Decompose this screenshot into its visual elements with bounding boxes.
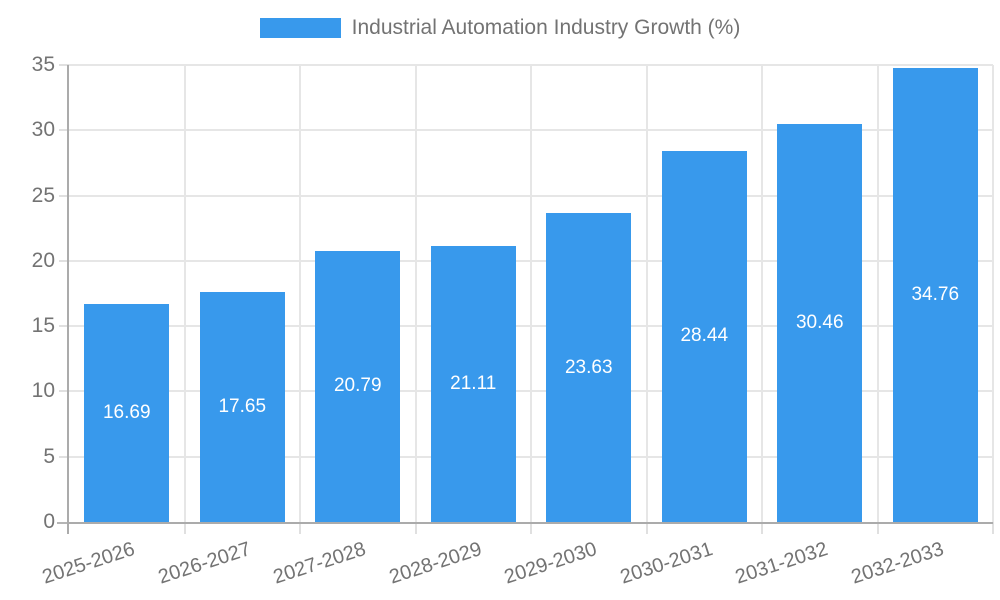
bar-value-label: 34.76: [911, 284, 960, 306]
bar-value-label: 28.44: [680, 325, 729, 347]
legend-swatch: [259, 18, 341, 38]
x-gridline: [299, 65, 301, 522]
x-tick-mark: [299, 522, 301, 534]
x-axis-tick-label: 2026-2027: [155, 538, 254, 589]
y-axis-tick-label: 25: [31, 183, 55, 207]
y-tick-mark: [59, 129, 69, 132]
x-axis-tick-label: 2025-2026: [39, 538, 138, 589]
x-gridline: [876, 65, 879, 522]
y-axis-tick-label: 35: [31, 53, 55, 76]
x-tick-mark: [183, 522, 186, 534]
y-axis-line: [67, 65, 69, 534]
bar[interactable]: [430, 246, 516, 522]
bar[interactable]: [661, 150, 747, 522]
y-axis-tick-label: 10: [31, 379, 55, 403]
y-tick-mark: [59, 390, 69, 393]
bar[interactable]: [892, 68, 978, 522]
x-axis-tick-label: 2028-2029: [386, 538, 485, 589]
bar[interactable]: [546, 213, 632, 522]
x-tick-mark: [645, 522, 648, 534]
bar[interactable]: [777, 124, 863, 522]
y-tick-mark: [59, 259, 69, 262]
y-axis-tick-label: 20: [31, 248, 55, 272]
x-gridline: [183, 65, 186, 522]
x-gridline: [761, 65, 763, 522]
bar-value-label: 16.69: [102, 402, 151, 424]
x-axis-line: [69, 522, 993, 524]
y-tick-mark: [59, 64, 69, 66]
bar-value-label: 20.79: [333, 375, 382, 397]
bar-value-label: 23.63: [564, 356, 613, 378]
bar-value-label: 30.46: [795, 312, 844, 334]
y-tick-mark: [59, 325, 69, 328]
legend-item[interactable]: Industrial Automation Industry Growth (%…: [259, 16, 741, 40]
x-tick-mark: [414, 522, 417, 534]
x-axis-tick-label: 2032-2033: [848, 538, 947, 589]
x-gridline: [992, 65, 994, 522]
x-gridline: [414, 65, 417, 522]
y-axis-tick-label: 5: [43, 444, 55, 468]
x-gridline: [645, 65, 648, 522]
y-axis-tick-label: 0: [43, 510, 55, 533]
x-tick-mark: [761, 522, 763, 534]
x-axis-tick-label: 2031-2032: [732, 538, 831, 589]
x-tick-mark: [876, 522, 879, 534]
x-gridline: [530, 65, 532, 522]
chart-legend: Industrial Automation Industry Growth (%…: [0, 16, 1000, 40]
y-zero-tick-mark: [57, 522, 67, 524]
bar-value-label: 21.11: [450, 373, 497, 395]
x-axis-tick-label: 2030-2031: [617, 538, 716, 589]
y-tick-mark: [59, 455, 69, 458]
legend-label: Industrial Automation Industry Growth (%…: [351, 16, 741, 39]
x-tick-mark: [530, 522, 532, 534]
y-tick-mark: [59, 194, 69, 197]
x-tick-mark: [992, 522, 994, 534]
bar[interactable]: [84, 304, 170, 522]
y-axis-tick-label: 30: [31, 118, 55, 142]
x-axis-tick-label: 2029-2030: [501, 538, 600, 589]
bar-value-label: 17.65: [218, 395, 267, 417]
x-axis-tick-label: 2027-2028: [270, 538, 369, 589]
bar[interactable]: [315, 250, 401, 522]
bar[interactable]: [199, 291, 285, 522]
y-axis-tick-label: 15: [31, 314, 55, 338]
